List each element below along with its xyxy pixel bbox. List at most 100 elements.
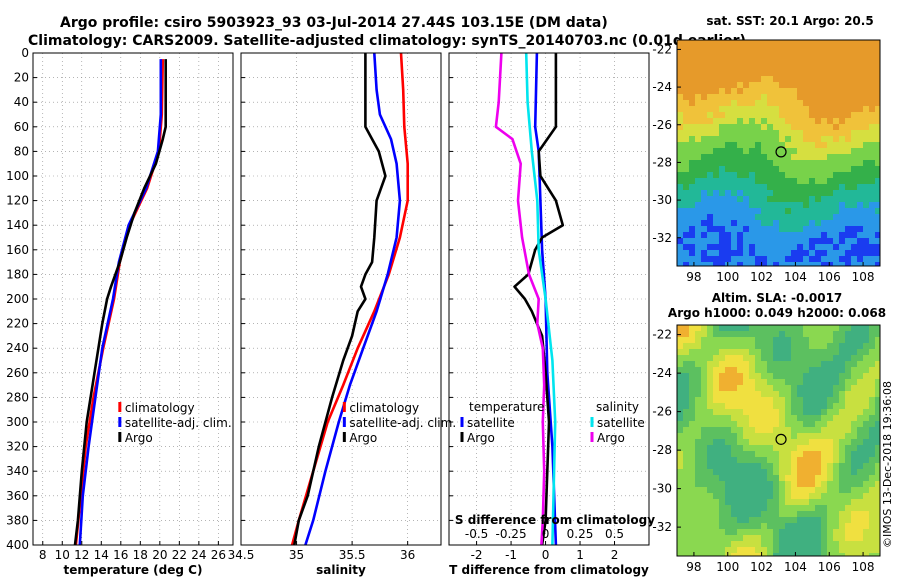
- sla-cell: [779, 403, 786, 410]
- sst-cell: [689, 82, 696, 89]
- sla-cell: [875, 361, 880, 368]
- sla-cell: [743, 433, 750, 440]
- sst-cell: [791, 88, 798, 95]
- sst-cell: [839, 64, 846, 71]
- sst-cell: [755, 136, 762, 143]
- sla-cell: [761, 463, 768, 470]
- sst-cell: [791, 232, 798, 239]
- sst-cell: [719, 136, 726, 143]
- sla-cell: [713, 511, 720, 518]
- sla-cell: [683, 457, 690, 464]
- sst-cell: [695, 88, 702, 95]
- sla-cell: [749, 463, 756, 470]
- sla-cell: [749, 367, 756, 374]
- map-x-tick-label: 108: [852, 560, 875, 574]
- sla-cell: [725, 391, 732, 398]
- sla-cell: [749, 451, 756, 458]
- sst-cell: [743, 64, 750, 71]
- sst-cell: [839, 184, 846, 191]
- sst-cell: [875, 142, 880, 149]
- sst-cell: [863, 106, 870, 113]
- sla-cell: [875, 397, 880, 404]
- sst-cell: [875, 190, 880, 197]
- sla-cell: [701, 433, 708, 440]
- sla-cell: [827, 505, 834, 512]
- sla-cell: [815, 511, 822, 518]
- sst-cell: [755, 244, 762, 251]
- sla-cell: [761, 517, 768, 524]
- sla-cell: [701, 505, 708, 512]
- sst-cell: [863, 208, 870, 215]
- sla-cell: [773, 403, 780, 410]
- sst-cell: [851, 118, 858, 125]
- sst-cell: [833, 238, 840, 245]
- sst-cell: [845, 142, 852, 149]
- sst-cell: [833, 226, 840, 233]
- sla-cell: [809, 331, 816, 338]
- sla-cell: [713, 445, 720, 452]
- sst-cell: [857, 256, 864, 263]
- sst-cell: [857, 172, 864, 179]
- sla-cell: [749, 427, 756, 434]
- sla-cell: [851, 373, 858, 380]
- sst-cell: [689, 220, 696, 227]
- sst-cell: [689, 190, 696, 197]
- sst-cell: [731, 70, 738, 77]
- sla-cell: [695, 493, 702, 500]
- sst-cell: [749, 52, 756, 59]
- sla-cell: [779, 505, 786, 512]
- sla-cell: [875, 385, 880, 392]
- sla-cell: [815, 433, 822, 440]
- sst-cell: [857, 184, 864, 191]
- sla-cell: [863, 523, 870, 530]
- sst-cell: [785, 118, 792, 125]
- sla-cell: [677, 373, 684, 380]
- sst-cell: [743, 238, 750, 245]
- sst-cell: [677, 166, 684, 173]
- sst-cell: [875, 220, 880, 227]
- sst-cell: [803, 232, 810, 239]
- sla-cell: [767, 343, 774, 350]
- sla-cell: [749, 493, 756, 500]
- sla-cell: [869, 379, 876, 386]
- sst-cell: [809, 244, 816, 251]
- sla-cell: [689, 553, 696, 556]
- sst-cell: [767, 172, 774, 179]
- sla-cell: [797, 427, 804, 434]
- sst-cell: [797, 148, 804, 155]
- sst-cell: [821, 46, 828, 53]
- sst-cell: [731, 256, 738, 263]
- sla-cell: [857, 475, 864, 482]
- sst-cell: [785, 64, 792, 71]
- sla-cell: [839, 373, 846, 380]
- sst-cell: [749, 196, 756, 203]
- sst-cell: [689, 244, 696, 251]
- sst-cell: [761, 100, 768, 107]
- sla-cell: [707, 337, 714, 344]
- sst-cell: [821, 76, 828, 83]
- sla-cell: [683, 397, 690, 404]
- sla-cell: [725, 403, 732, 410]
- sla-cell: [863, 517, 870, 524]
- x-tick-label: 35.5: [339, 548, 366, 562]
- sla-cell: [689, 505, 696, 512]
- sla-cell: [701, 517, 708, 524]
- sla-cell: [875, 475, 880, 482]
- sla-cell: [707, 379, 714, 386]
- sst-cell: [725, 118, 732, 125]
- sst-cell: [827, 94, 834, 101]
- sst-cell: [695, 70, 702, 77]
- sst-cell: [833, 130, 840, 137]
- sla-cell: [767, 535, 774, 542]
- sla-cell: [689, 415, 696, 422]
- sst-cell: [695, 226, 702, 233]
- sst-cell: [785, 238, 792, 245]
- sst-cell: [785, 232, 792, 239]
- sst-cell: [683, 172, 690, 179]
- sst-cell: [677, 124, 684, 131]
- sla-cell: [809, 361, 816, 368]
- sla-cell: [839, 409, 846, 416]
- sst-cell: [713, 262, 720, 266]
- sst-cell: [815, 112, 822, 119]
- sst-cell: [845, 112, 852, 119]
